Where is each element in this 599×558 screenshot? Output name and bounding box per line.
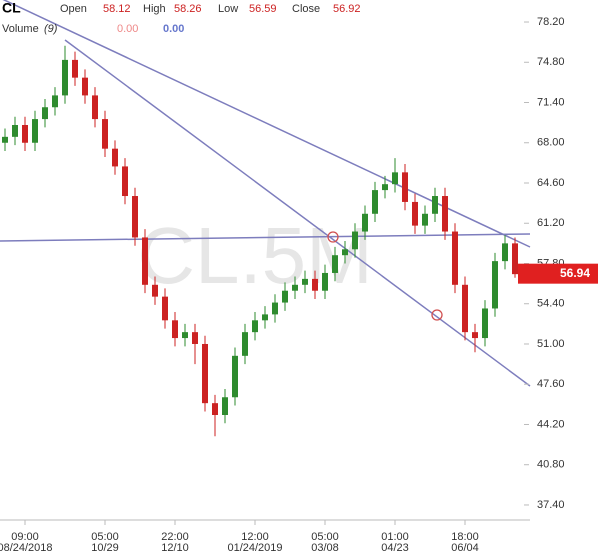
candle-body [292, 284, 298, 291]
anchor-point [431, 309, 443, 321]
x-tick-label: 06/04 [451, 542, 479, 554]
x-tick-label: 22:00 [161, 531, 189, 543]
candle-body [202, 343, 208, 404]
y-tick-label: 78.20 [537, 16, 565, 28]
candle-body [72, 59, 78, 78]
y-tick-label: 37.40 [537, 499, 565, 511]
last-price-tag [518, 263, 598, 284]
candle-body [242, 332, 248, 356]
x-tick-label: 01:00 [381, 531, 409, 543]
candle-body [252, 320, 258, 333]
candle-body [422, 213, 428, 226]
candle-body [322, 272, 328, 291]
candle-body [392, 172, 398, 185]
value: 56.92 [333, 3, 361, 15]
x-tick-label: 05:00 [91, 531, 119, 543]
candle-body [412, 201, 418, 226]
value: 58.12 [103, 3, 131, 15]
y-tick-label: 68.00 [537, 137, 565, 149]
candle-body [192, 332, 198, 344]
candle-body [42, 107, 48, 120]
candle-body [112, 148, 118, 167]
candle-body [22, 124, 28, 143]
candle-body [492, 261, 498, 309]
symbol: CL [2, 0, 21, 16]
candle-body [2, 136, 8, 143]
y-tick-label: 51.00 [537, 338, 565, 350]
candle-body [232, 355, 238, 398]
candle-body [152, 284, 158, 297]
value: 58.26 [174, 3, 202, 15]
y-tick-label: 40.80 [537, 459, 565, 471]
candle-body [372, 190, 378, 214]
anchor-point [327, 231, 339, 243]
x-tick-label: 12/10 [161, 542, 189, 554]
value: 0.00 [117, 23, 138, 35]
candle-body [52, 95, 58, 108]
label: (9) [44, 23, 58, 35]
candle-body [132, 196, 138, 238]
candle-body [212, 403, 218, 416]
candle-body [92, 95, 98, 120]
x-tick-label: 04/23 [381, 542, 409, 554]
candle-body [502, 243, 508, 262]
trend-line [64, 39, 531, 387]
label: Open [60, 3, 87, 15]
candle-body [302, 278, 308, 285]
label: Volume [2, 23, 39, 35]
candle-body [462, 284, 468, 333]
candle-body [262, 314, 268, 321]
x-tick-label: 08/24/2018 [0, 542, 53, 554]
candle-body [162, 296, 168, 321]
candle-body [512, 243, 518, 275]
candle-body [62, 59, 68, 96]
candle-body [472, 332, 478, 339]
label: Low [218, 3, 238, 15]
x-tick-label: 05:00 [311, 531, 339, 543]
y-tick-label: 74.80 [537, 56, 565, 68]
candle-body [222, 397, 228, 416]
candle-body [102, 119, 108, 149]
value: 0.00 [163, 23, 184, 35]
trend-line [2, 0, 531, 248]
candle-body [362, 213, 368, 232]
x-tick-label: 03/08 [311, 542, 339, 554]
value: 56.59 [249, 3, 277, 15]
x-tick-label: 12:00 [241, 531, 269, 543]
candle-body [122, 166, 128, 197]
x-tick-label: 18:00 [451, 531, 479, 543]
trend-line [0, 233, 531, 242]
candle-body [442, 196, 448, 232]
label: High [143, 3, 166, 15]
candle-body [182, 332, 188, 339]
candle-body [12, 124, 18, 137]
candle-body [342, 249, 348, 256]
candle-body [312, 278, 318, 291]
candle-body [32, 119, 38, 143]
candle-body [432, 196, 438, 214]
candle-body [332, 255, 338, 273]
x-tick-label: 01/24/2019 [227, 542, 282, 554]
candle-body [82, 77, 88, 96]
candle-body [382, 184, 388, 191]
y-tick-label: 47.60 [537, 378, 565, 390]
last-price-label: 56.94 [560, 266, 590, 280]
candle-body [352, 231, 358, 250]
label: Close [292, 3, 320, 15]
candle-body [402, 172, 408, 202]
y-tick-label: 44.20 [537, 418, 565, 430]
y-tick-label: 71.40 [537, 96, 565, 108]
x-tick-label: 10/29 [91, 542, 119, 554]
candle-body [142, 237, 148, 285]
y-tick-label: 61.20 [537, 217, 565, 229]
candle-body [272, 302, 278, 315]
y-tick-label: 54.40 [537, 298, 565, 310]
candle-body [452, 231, 458, 285]
candle-body [172, 320, 178, 339]
candle-body [482, 308, 488, 339]
x-tick-label: 09:00 [11, 531, 39, 543]
y-tick-label: 64.60 [537, 177, 565, 189]
candle-body [282, 290, 288, 303]
